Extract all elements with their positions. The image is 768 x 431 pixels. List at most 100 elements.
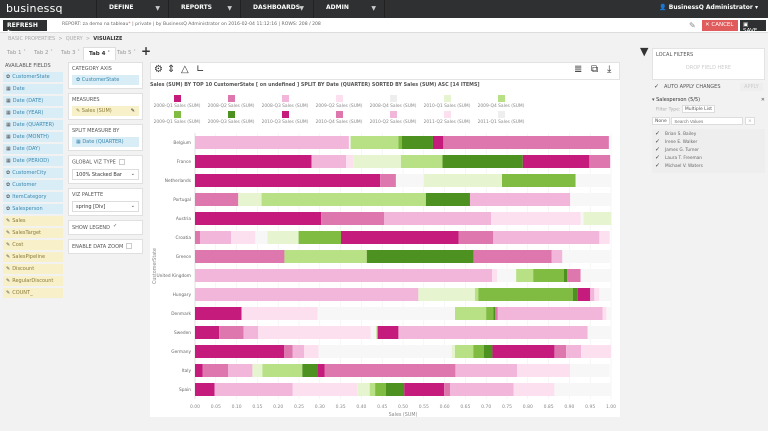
field-item[interactable]: ✿ CustomerState [3, 72, 63, 82]
report-name[interactable]: za demo na tableau [82, 22, 129, 27]
bar-segment[interactable] [292, 345, 304, 358]
legend-item[interactable]: 2010-Q2 Sales (SUM) [366, 111, 420, 125]
add-tab-icon[interactable]: + [141, 44, 152, 58]
bar-segment[interactable] [195, 136, 349, 149]
bar-segment[interactable] [384, 212, 492, 225]
palette-select[interactable]: spring [Div] ⌄ [72, 200, 139, 212]
legend-item[interactable]: 2008-Q3 Sales (SUM) [258, 95, 312, 109]
tab-1[interactable]: Tab 1 ˟ [7, 50, 27, 56]
bar-segment[interactable] [502, 174, 576, 187]
field-item[interactable]: ✿ Salesperson [3, 204, 63, 214]
bar-segment[interactable] [567, 269, 581, 282]
filter-icon[interactable]: ▼ [640, 45, 649, 58]
bar-segment[interactable] [594, 288, 600, 301]
crumb-visualize[interactable]: VISUALIZE [93, 36, 123, 42]
bar-segment[interactable] [357, 383, 370, 396]
bar-segment[interactable] [298, 231, 342, 244]
bar-segment[interactable] [580, 212, 584, 225]
bar-segment[interactable] [491, 212, 581, 225]
bar-segment[interactable] [341, 231, 459, 244]
checkbox-checked[interactable]: ✓ [655, 162, 661, 169]
bar-segment[interactable] [380, 174, 396, 187]
bar-segment[interactable] [497, 269, 517, 282]
bar-segment[interactable] [566, 345, 582, 358]
nav-admin[interactable]: ADMIN ▼ [313, 0, 385, 18]
refresh-button[interactable]: REFRESH ↻ [3, 20, 47, 36]
bar-segment[interactable] [195, 174, 381, 187]
bar-segment[interactable] [442, 155, 523, 168]
bar-segment[interactable] [370, 326, 377, 339]
bar-segment[interactable] [369, 383, 376, 396]
bar-segment[interactable] [375, 383, 386, 396]
legend-item[interactable]: 2008-Q4 Sales (SUM) [366, 95, 420, 109]
field-item[interactable]: ▦ Date (DATE) [3, 96, 63, 106]
tab-4[interactable]: Tab 4 ˟ [83, 47, 117, 60]
category-axis-chip[interactable]: ✿ CustomerState [72, 75, 139, 85]
bar-segment[interactable] [385, 383, 405, 396]
bar-segment[interactable] [444, 383, 451, 396]
legend-item[interactable]: 2010-Q4 Sales (SUM) [312, 111, 366, 125]
field-item[interactable]: ✿ ItemCategory [3, 192, 63, 202]
viz-type-select[interactable]: 100% Stacked Bar ⌄ [72, 168, 139, 180]
auto-apply-checkbox[interactable]: ✓ [654, 83, 660, 90]
bar-segment[interactable] [570, 364, 610, 377]
bar-segment[interactable] [348, 136, 351, 149]
drop-zone[interactable]: DROP FIELD HERE [685, 65, 732, 71]
bar-segment[interactable] [425, 193, 470, 206]
bar-segment[interactable] [522, 155, 590, 168]
legend-item[interactable]: 2010-Q1 Sales (SUM) [420, 95, 474, 109]
bar-segment[interactable] [458, 231, 494, 244]
bar-segment[interactable] [321, 212, 385, 225]
bar-segment[interactable] [317, 364, 325, 377]
bar-segment[interactable] [513, 383, 555, 396]
legend-item[interactable]: 2008-Q1 Sales (SUM) [150, 95, 204, 109]
bar-segment[interactable] [195, 231, 200, 244]
bar-segment[interactable] [577, 288, 591, 301]
copy-icon[interactable]: ⧉ [591, 64, 599, 75]
axis-icon[interactable]: ∟ [196, 64, 205, 75]
triangle-icon[interactable]: △ [181, 64, 189, 75]
bar-segment[interactable] [398, 326, 588, 339]
legend-item[interactable]: 2008-Q2 Sales (SUM) [204, 95, 258, 109]
bar-segment[interactable] [455, 345, 474, 358]
edit-icon[interactable]: ✎ [130, 108, 135, 114]
crumb-query[interactable]: QUERY [65, 36, 83, 42]
bar-segment[interactable] [195, 307, 242, 320]
field-item[interactable]: ✿ Customer [3, 180, 63, 190]
bar-segment[interactable] [570, 193, 611, 206]
bar-segment[interactable] [455, 307, 487, 320]
bar-segment[interactable] [376, 326, 378, 339]
bar-segment[interactable] [563, 269, 568, 282]
bar-segment[interactable] [302, 364, 318, 377]
legend-item[interactable]: 2010-Q3 Sales (SUM) [258, 111, 312, 125]
caret-icon[interactable]: ▾ [652, 97, 657, 103]
apply-button[interactable]: APPLY [740, 83, 763, 91]
filter-value-item[interactable]: ✓ Michael V. Waters [655, 163, 762, 171]
field-item[interactable]: ✎ RegularDiscount [3, 276, 63, 286]
bar-segment[interactable] [292, 383, 358, 396]
nav-define[interactable]: DEFINE ▼ [96, 0, 168, 18]
bar-segment[interactable] [228, 364, 253, 377]
legend-item[interactable]: 2009-Q4 Sales (SUM) [474, 95, 528, 109]
field-item[interactable]: ▦ Date (PERIOD) [3, 156, 63, 166]
bar-segment[interactable] [195, 383, 215, 396]
bar-segment[interactable] [258, 326, 371, 339]
filter-value-item[interactable]: ✓ Laura T. Freeman [655, 155, 762, 163]
bar-segment[interactable] [243, 326, 259, 339]
nav-reports[interactable]: REPORTS ▼ [168, 0, 240, 18]
bar-segment[interactable] [590, 288, 595, 301]
bar-segment[interactable] [404, 383, 445, 396]
bar-segment[interactable] [241, 307, 318, 320]
tab-5[interactable]: Tab 5 ˟ [117, 50, 137, 56]
bar-segment[interactable] [533, 269, 564, 282]
field-item[interactable]: ✎ SalesTarget [3, 228, 63, 238]
field-item[interactable]: ✿ CustomerCity [3, 168, 63, 178]
bar-segment[interactable] [497, 307, 603, 320]
bar-segment[interactable] [418, 288, 475, 301]
bar-segment[interactable] [195, 155, 312, 168]
cancel-button[interactable]: ✕ CANCEL [702, 20, 738, 31]
bar-segment[interactable] [473, 345, 484, 358]
crumb-basic-properties[interactable]: BASIC PROPERTIES [8, 36, 56, 42]
bar-segment[interactable] [599, 231, 610, 244]
bar-segment[interactable] [255, 231, 268, 244]
